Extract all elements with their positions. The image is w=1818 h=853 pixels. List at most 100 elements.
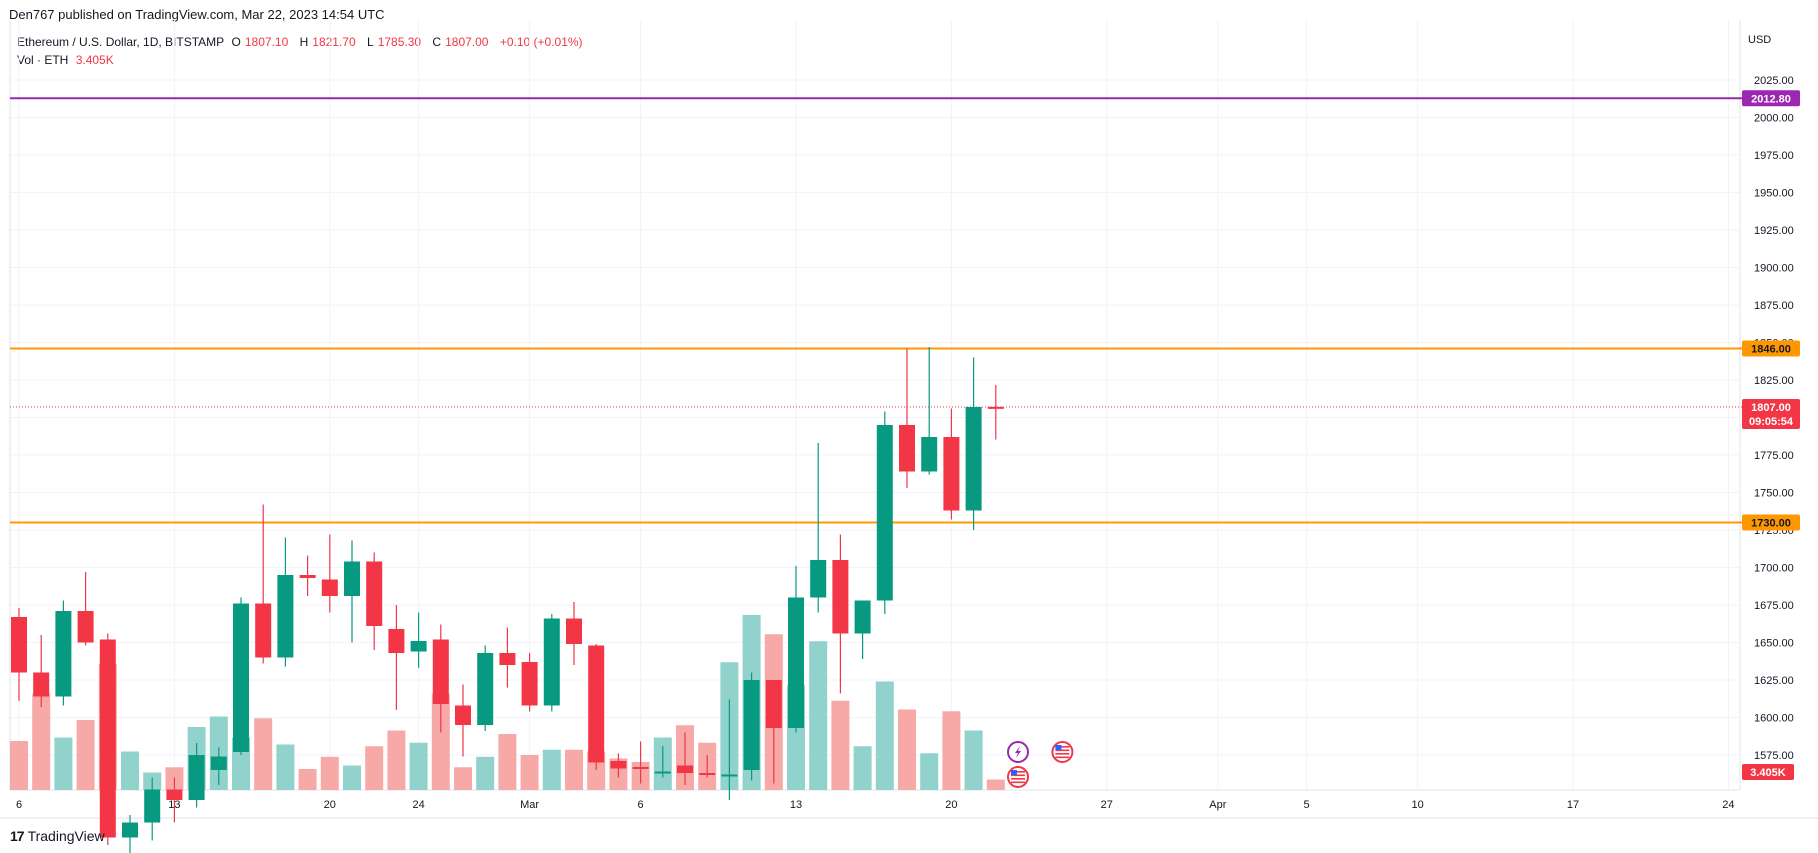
symbol-title: Ethereum / U.S. Dollar, 1D, BITSTAMP bbox=[17, 35, 225, 49]
volume-tag: 3.405K bbox=[1750, 767, 1786, 779]
candle-body[interactable] bbox=[344, 561, 360, 597]
level-price-tag-bg bbox=[1742, 340, 1800, 357]
time-tick-label: 24 bbox=[1722, 799, 1734, 811]
candle-body[interactable] bbox=[943, 437, 960, 511]
candle-body[interactable] bbox=[876, 425, 893, 601]
high-value: 1821.70 bbox=[312, 35, 356, 49]
candle-body[interactable] bbox=[832, 560, 849, 634]
volume-bar bbox=[831, 700, 850, 790]
volume-bar bbox=[10, 741, 28, 790]
candle-body[interactable] bbox=[699, 773, 716, 775]
candle-body[interactable] bbox=[299, 575, 316, 578]
candle-body[interactable] bbox=[654, 771, 671, 774]
time-tick-label: 20 bbox=[945, 799, 957, 811]
last-price-tag-bg bbox=[1742, 399, 1800, 429]
candle-body[interactable] bbox=[477, 653, 494, 725]
volume-bar bbox=[853, 746, 872, 790]
candle-body[interactable] bbox=[543, 618, 560, 706]
price-tick-label: 1925.00 bbox=[1754, 225, 1794, 237]
level-price-tag-bg bbox=[1742, 514, 1800, 531]
volume-bar bbox=[520, 755, 539, 790]
currency-label: USD bbox=[1748, 34, 1771, 46]
candle-body[interactable] bbox=[588, 645, 605, 763]
candle-body[interactable] bbox=[233, 603, 249, 753]
level-price-tag: 1730.00 bbox=[1751, 518, 1791, 530]
low-label: L bbox=[367, 35, 374, 49]
brand-label: TradingView bbox=[27, 828, 105, 844]
last-price-tag: 1807.00 bbox=[1751, 402, 1791, 414]
candle-body[interactable] bbox=[210, 756, 227, 771]
volume-bar bbox=[964, 730, 983, 790]
tradingview-logo-icon: 17 bbox=[10, 828, 25, 844]
volume-bar bbox=[565, 749, 583, 790]
candle-body[interactable] bbox=[77, 611, 94, 643]
volume-bar bbox=[476, 756, 495, 790]
lightning-icon-glyph bbox=[1015, 746, 1021, 758]
candle-body[interactable] bbox=[255, 603, 272, 658]
candle-body[interactable] bbox=[388, 629, 405, 653]
time-tick-label: 27 bbox=[1101, 799, 1113, 811]
volume-legend-row: Vol · ETH 3.405K bbox=[17, 51, 587, 69]
us-flag-stripe bbox=[1055, 749, 1070, 752]
price-tick-label: 2025.00 bbox=[1754, 75, 1794, 87]
candle-body[interactable] bbox=[366, 561, 383, 627]
time-tick-label: 17 bbox=[1567, 799, 1579, 811]
chart-legend: Ethereum / U.S. Dollar, 1D, BITSTAMP O 18… bbox=[17, 33, 587, 69]
candle-body[interactable] bbox=[410, 641, 427, 652]
us-flag-stripe bbox=[1055, 756, 1070, 759]
candle-body[interactable] bbox=[455, 705, 471, 726]
price-tick-label: 2000.00 bbox=[1754, 113, 1794, 125]
volume-bar bbox=[454, 767, 472, 790]
candle-body[interactable] bbox=[321, 579, 338, 597]
candle-body[interactable] bbox=[677, 765, 693, 774]
volume-bar bbox=[942, 711, 961, 790]
tradingview-brand[interactable]: 17 TradingView bbox=[10, 828, 105, 844]
candle-body[interactable] bbox=[987, 406, 1004, 409]
candle-body[interactable] bbox=[965, 407, 982, 511]
candle-body[interactable] bbox=[144, 789, 161, 823]
level-price-tag: 1846.00 bbox=[1751, 344, 1791, 356]
price-tick-label: 1900.00 bbox=[1754, 263, 1794, 275]
candle-body[interactable] bbox=[188, 755, 205, 800]
price-tick-label: 1950.00 bbox=[1754, 188, 1794, 200]
level-price-tag-bg bbox=[1742, 90, 1800, 107]
candle-body[interactable] bbox=[277, 575, 294, 658]
candle-body[interactable] bbox=[721, 774, 738, 777]
open-value: 1807.10 bbox=[244, 35, 289, 49]
candle-body[interactable] bbox=[899, 425, 915, 472]
price-tick-label: 1750.00 bbox=[1754, 488, 1794, 500]
volume-bar bbox=[920, 753, 939, 790]
candle-body[interactable] bbox=[432, 639, 449, 705]
candle-body[interactable] bbox=[122, 822, 138, 838]
price-tick-label: 1700.00 bbox=[1754, 563, 1794, 575]
volume-tag-bg bbox=[1742, 764, 1794, 780]
candle-body[interactable] bbox=[810, 560, 827, 598]
candle-body[interactable] bbox=[166, 789, 183, 801]
candle-body[interactable] bbox=[632, 767, 649, 769]
candle-body[interactable] bbox=[566, 618, 582, 645]
volume-bar bbox=[498, 734, 517, 790]
candle-body[interactable] bbox=[499, 653, 516, 665]
candle-body[interactable] bbox=[33, 672, 50, 697]
price-tick-label: 1675.00 bbox=[1754, 600, 1794, 612]
volume-value: 3.405K bbox=[75, 53, 114, 67]
candle-body[interactable] bbox=[521, 662, 538, 706]
candle-body[interactable] bbox=[854, 600, 871, 634]
time-tick-label: Mar bbox=[520, 799, 539, 811]
candle-body[interactable] bbox=[743, 680, 760, 770]
candle-body[interactable] bbox=[788, 597, 804, 729]
candle-body[interactable] bbox=[610, 761, 627, 769]
us-flag-stripe bbox=[1011, 771, 1025, 773]
price-tick-label: 1600.00 bbox=[1754, 713, 1794, 725]
time-tick-label: 6 bbox=[16, 799, 22, 811]
volume-bar bbox=[387, 730, 406, 790]
candle-body[interactable] bbox=[55, 611, 72, 697]
us-flag-canton bbox=[1011, 770, 1017, 775]
candle-body[interactable] bbox=[11, 617, 27, 673]
candle-body[interactable] bbox=[765, 680, 782, 728]
candle-body[interactable] bbox=[99, 639, 116, 838]
volume-bar bbox=[54, 737, 73, 790]
us-flag-stripe bbox=[1011, 774, 1025, 777]
candle-body[interactable] bbox=[921, 437, 938, 472]
